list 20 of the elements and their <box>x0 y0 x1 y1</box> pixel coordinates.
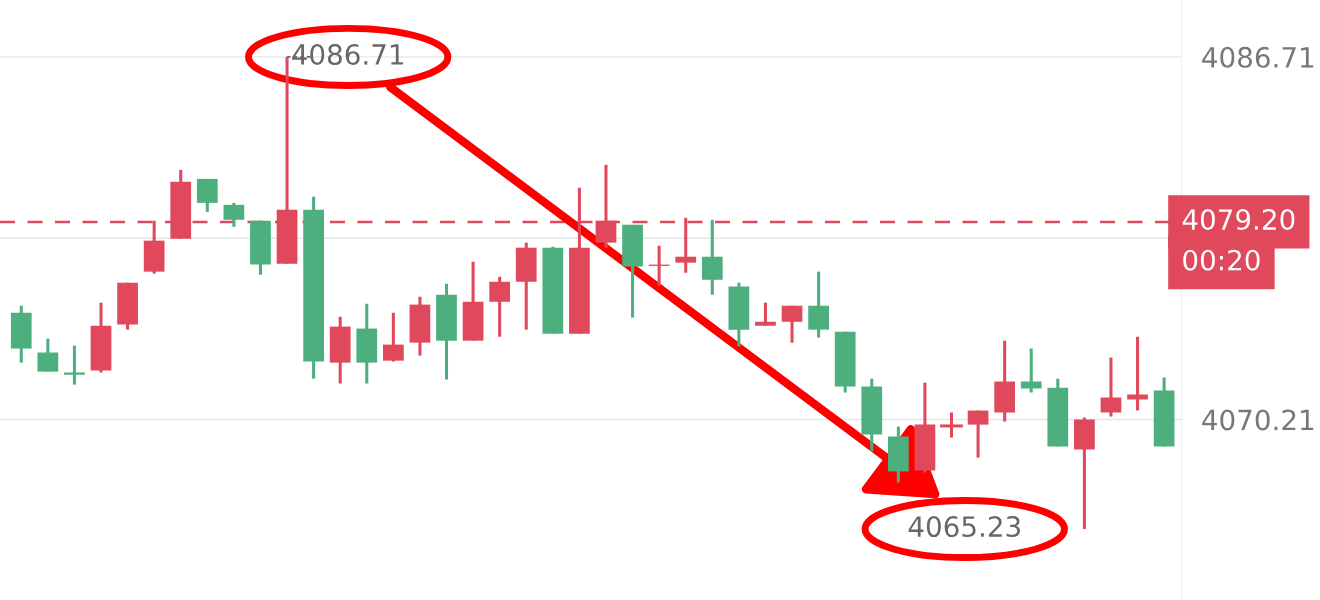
candlestick <box>1020 348 1042 393</box>
candlestick <box>196 177 218 212</box>
ref-line-label: 4079.20 <box>1182 209 1295 231</box>
candlestick <box>967 410 989 458</box>
candlestick <box>808 271 829 338</box>
candlestick <box>382 312 404 362</box>
y-tick-label: 4070.21 <box>1202 409 1314 431</box>
text: 00:20 <box>1183 249 1260 271</box>
candlestick <box>489 276 511 337</box>
candlestick <box>781 305 803 343</box>
candlestick <box>63 345 86 385</box>
candlestick <box>701 218 723 295</box>
candlestick <box>223 201 245 227</box>
candlestick <box>1127 336 1148 411</box>
annotation: 4065.23 <box>908 516 1020 538</box>
candlestick <box>1100 357 1122 417</box>
candlestick <box>940 412 963 438</box>
annotation: 4086.71 <box>292 43 404 65</box>
candlestick <box>37 338 59 372</box>
candlestick <box>755 302 776 326</box>
